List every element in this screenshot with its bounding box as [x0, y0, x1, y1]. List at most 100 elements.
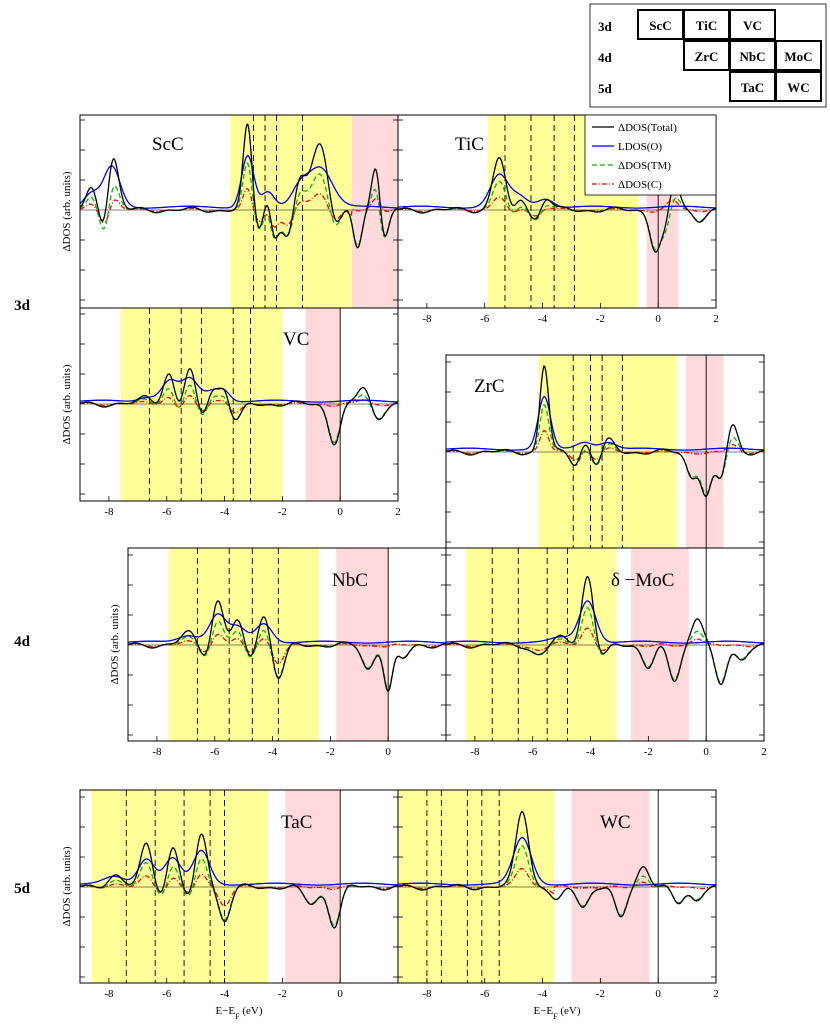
x-tick-label: 2 — [761, 746, 767, 758]
x-tick-label: -2 — [278, 506, 287, 518]
curve-ddos-c — [128, 633, 446, 665]
inset-cell-tic — [683, 9, 730, 40]
curve-ddos-total — [80, 368, 398, 446]
panel-wc: -8 -6 -4 -2 0 2 WC — [397, 789, 719, 1000]
curve-ldos-o — [80, 849, 398, 886]
panel-frame — [397, 789, 717, 984]
y-axis-label: ΔDOS (arb. units) — [109, 604, 121, 684]
curve-ddos-tm — [398, 180, 716, 251]
antibonding-region — [285, 790, 341, 983]
x-tick-label: -4 — [268, 746, 278, 758]
x-tick-label: -6 — [480, 988, 490, 1000]
panel-frame — [79, 307, 399, 502]
x-tick-label: 0 — [337, 988, 343, 1000]
curve-ddos-total — [446, 364, 764, 498]
x-tick-label: -6 — [210, 746, 220, 758]
panel-scc: ScC ΔDOS (arb. units) — [61, 114, 399, 309]
x-tick-label: -2 — [278, 988, 287, 1000]
panel-frame — [397, 114, 717, 309]
y-axis-label: ΔDOS (arb. units) — [61, 846, 73, 926]
x-tick-label: -6 — [162, 988, 172, 1000]
inset-cell-label-tic: TiC — [696, 18, 717, 33]
curve-ddos-total — [80, 833, 398, 929]
inset-row-label-0: 3d — [598, 19, 613, 34]
x-tick-label: 2 — [713, 313, 719, 325]
x-axis-label: E−EF (eV) — [215, 1005, 262, 1021]
inset-cell-vc — [729, 9, 776, 40]
panel-tic: -8 -6 -4 -2 0 2 TiC — [397, 114, 719, 325]
x-tick-label: -4 — [220, 988, 230, 1000]
x-axis-label-sub: F — [235, 1012, 240, 1021]
panel-frame — [445, 547, 765, 742]
x-tick-label: -8 — [104, 506, 114, 518]
x-tick-label: -8 — [422, 313, 432, 325]
x-tick-label: -2 — [644, 746, 653, 758]
x-axis-label-main: E−E — [215, 1005, 235, 1017]
antibonding-region — [336, 548, 389, 741]
x-axis-label-unit: (eV) — [558, 1005, 581, 1017]
panel-title-nbc: NbC — [332, 570, 368, 591]
x-tick-label: 0 — [655, 313, 661, 325]
curve-ldos-o — [398, 173, 716, 209]
curve-ddos-c — [80, 394, 398, 414]
curve-ddos-total — [80, 123, 398, 249]
x-tick-label: -4 — [220, 506, 230, 518]
legend-label-1: LDOS(O) — [618, 141, 662, 153]
periodic-table-inset: 3d ScC TiC VC 4d ZrC NbC MoC 5d TaC WC — [589, 3, 827, 108]
x-tick-label: -8 — [152, 746, 162, 758]
curve-ldos-o — [80, 154, 398, 209]
x-tick-label: 0 — [703, 746, 709, 758]
x-tick-label: -4 — [586, 746, 596, 758]
panel-title-vc: VC — [283, 329, 309, 350]
x-tick-label: -6 — [162, 506, 172, 518]
x-tick-label: -8 — [104, 988, 114, 1000]
panel-title-scc: ScC — [152, 134, 184, 155]
y-axis-label: ΔDOS (arb. units) — [61, 171, 73, 251]
curve-ddos-total — [128, 600, 446, 692]
curve-ldos-o — [80, 376, 398, 403]
panel-title-moc: δ −MoC — [611, 570, 675, 591]
inset-cell-label-vc: VC — [743, 18, 762, 33]
x-tick-label: -6 — [480, 313, 490, 325]
panel-tac: -8 -6 -4 -2 0 TaC ΔDOS (arb. units) — [61, 789, 399, 1000]
inset-cell-label-scc: ScC — [649, 18, 671, 33]
legend: ΔDOS(Total) LDOS(O) ΔDOS(TM) ΔDOS(C) — [584, 114, 717, 196]
legend-box — [584, 114, 717, 196]
panel-moc: -8 -6 -4 -2 0 2 δ −MoC — [445, 547, 767, 758]
x-tick-label: -2 — [596, 313, 605, 325]
x-tick-label: -6 — [528, 746, 538, 758]
x-tick-label: -2 — [596, 988, 605, 1000]
x-axis-label-sub: F — [553, 1012, 558, 1021]
panel-nbc: -8 -6 -4 -2 0 NbC ΔDOS (arb. units) — [109, 547, 447, 758]
occupied-region — [398, 790, 555, 983]
x-tick-label: -2 — [326, 746, 335, 758]
x-tick-label: -4 — [538, 313, 548, 325]
curve-ddos-total — [398, 811, 716, 918]
x-tick-label: 2 — [395, 506, 401, 518]
panel-title-wc: WC — [600, 812, 631, 833]
x-tick-label: -4 — [538, 988, 548, 1000]
x-tick-label: 0 — [337, 506, 343, 518]
x-axis-label-main: E−E — [533, 1005, 553, 1017]
row-label-3d: 3d — [14, 298, 31, 314]
inset-cell-label-wc: WC — [787, 80, 809, 95]
inset-cell-zrc — [683, 40, 730, 71]
row-label-4d: 4d — [14, 634, 31, 650]
legend-label-2: ΔDOS(TM) — [618, 160, 671, 172]
legend-label-3: ΔDOS(C) — [618, 179, 662, 191]
curve-ldos-o — [398, 837, 716, 886]
x-tick-label: 2 — [713, 988, 719, 1000]
panel-title-tac: TaC — [281, 812, 312, 833]
inset-row-label-1: 4d — [598, 50, 613, 65]
x-tick-label: -8 — [470, 746, 480, 758]
inset-row-label-2: 5d — [598, 81, 613, 96]
inset-cell-wc — [775, 71, 822, 102]
x-tick-label: 0 — [385, 746, 391, 758]
panel-title-tic: TiC — [455, 134, 484, 155]
inset-cell-moc — [775, 40, 822, 71]
panel-zrc: ZrC — [445, 354, 765, 549]
inset-cell-label-moc: MoC — [784, 49, 812, 64]
panel-vc: -8 -6 -4 -2 0 2 VC ΔDOS (arb. units) — [61, 307, 401, 518]
x-tick-label: -8 — [422, 988, 432, 1000]
